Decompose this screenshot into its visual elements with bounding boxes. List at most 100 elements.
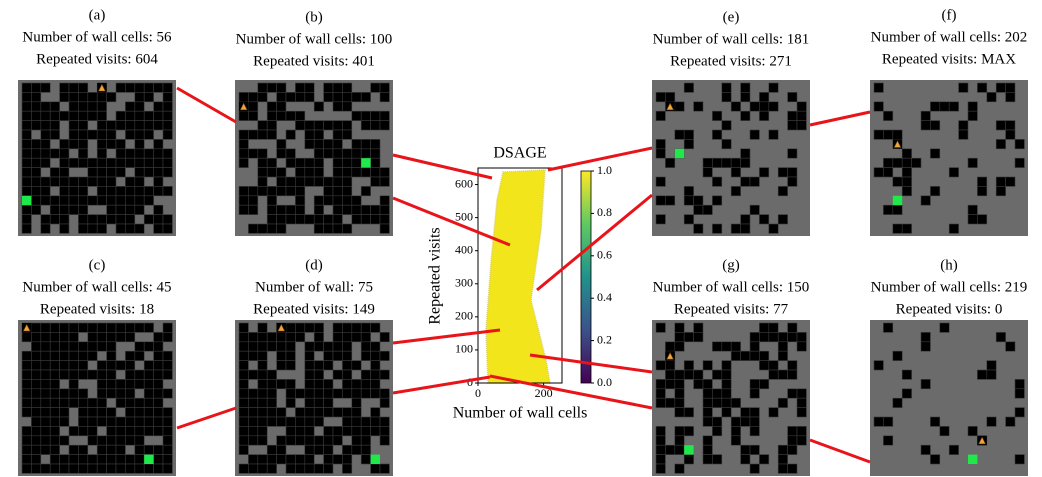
floor-cell [370,426,381,437]
floor-cell [153,416,164,427]
floor-cell [295,176,306,187]
floor-cell [106,426,117,437]
floor-cell [68,120,79,131]
floor-cell [977,186,988,197]
floor-cell [238,463,249,474]
floor-cell [768,129,779,140]
floor-cell [787,176,798,187]
floor-cell [125,397,136,408]
floor-cell [143,129,154,140]
floor-cell [40,407,51,418]
floor-cell [257,341,268,352]
floor-cell [342,379,353,390]
floor-cell [948,444,959,455]
floor-cell [285,157,296,168]
floor-cell [683,332,694,343]
floor-cell [59,360,70,371]
floor-cell [295,214,306,225]
floor-cell [248,407,259,418]
floor-cell [370,416,381,427]
repeated-visits: Repeated visits: 18 [40,301,154,317]
floor-cell [655,92,666,103]
floor-cell [332,454,343,465]
floor-cell [304,139,315,150]
floor-cell [21,167,32,178]
floor-cell [59,195,70,206]
floor-cell [266,444,277,455]
connector [547,146,653,172]
floor-cell [49,397,60,408]
floor-cell [96,360,107,371]
floor-cell [930,416,941,427]
floor-cell [360,110,371,121]
floor-cell [712,195,723,206]
floor-cell [31,435,42,446]
floor-cell [702,167,713,178]
goal [892,195,903,206]
floor-cell [248,129,259,140]
floor-cell [31,350,42,361]
floor-cell [125,379,136,390]
floor-cell [702,397,713,408]
floor-cell [379,223,390,234]
floor-cell [78,195,89,206]
floor-cell [768,369,779,380]
floor-cell [967,204,978,215]
floor-cell [351,92,362,103]
floor-cell [796,397,807,408]
floor-cell [68,195,79,206]
floor-cell [342,360,353,371]
floor-cell [342,463,353,474]
maze [235,80,393,236]
floor-cell [143,120,154,131]
floor-cell [1014,379,1025,390]
floor-cell [96,397,107,408]
floor-cell [702,388,713,399]
floor-cell [248,332,259,343]
floor-cell [332,186,343,197]
floor-cell [693,332,704,343]
floor-cell [370,322,381,333]
floor-cell [31,416,42,427]
floor-cell [68,463,79,474]
floor-cell [248,101,259,112]
floor-cell [379,167,390,178]
floor-cell [655,139,666,150]
floor-cell [68,369,79,380]
floor-cell [68,82,79,93]
floor-cell [930,120,941,131]
floor-cell [21,332,32,343]
floor-cell [143,369,154,380]
floor-cell [115,157,126,168]
floor-cell [360,435,371,446]
floor-cell [332,195,343,206]
floor-cell [740,407,751,418]
floor-cell [115,332,126,343]
floor-cell [777,350,788,361]
floor-cell [125,407,136,418]
floor-cell [143,92,154,103]
floor-cell [134,322,145,333]
floor-cell [87,176,98,187]
x-tick-label: 0 [475,386,481,400]
floor-cell [143,379,154,390]
floor-cell [21,360,32,371]
floor-cell [31,379,42,390]
floor-cell [749,444,760,455]
floor-cell [1005,129,1016,140]
floor-cell [901,369,912,380]
chart-title: DSAGE [493,145,546,162]
floor-cell [31,186,42,197]
floor-cell [948,167,959,178]
floor-cell [78,120,89,131]
floor-cell [693,204,704,215]
panel-label: (g) [722,257,740,273]
floor-cell [740,223,751,234]
floor-cell [721,139,732,150]
floor-cell [777,186,788,197]
floor-cell [106,454,117,465]
floor-cell [134,176,145,187]
connector [392,328,501,345]
floor-cell [759,332,770,343]
